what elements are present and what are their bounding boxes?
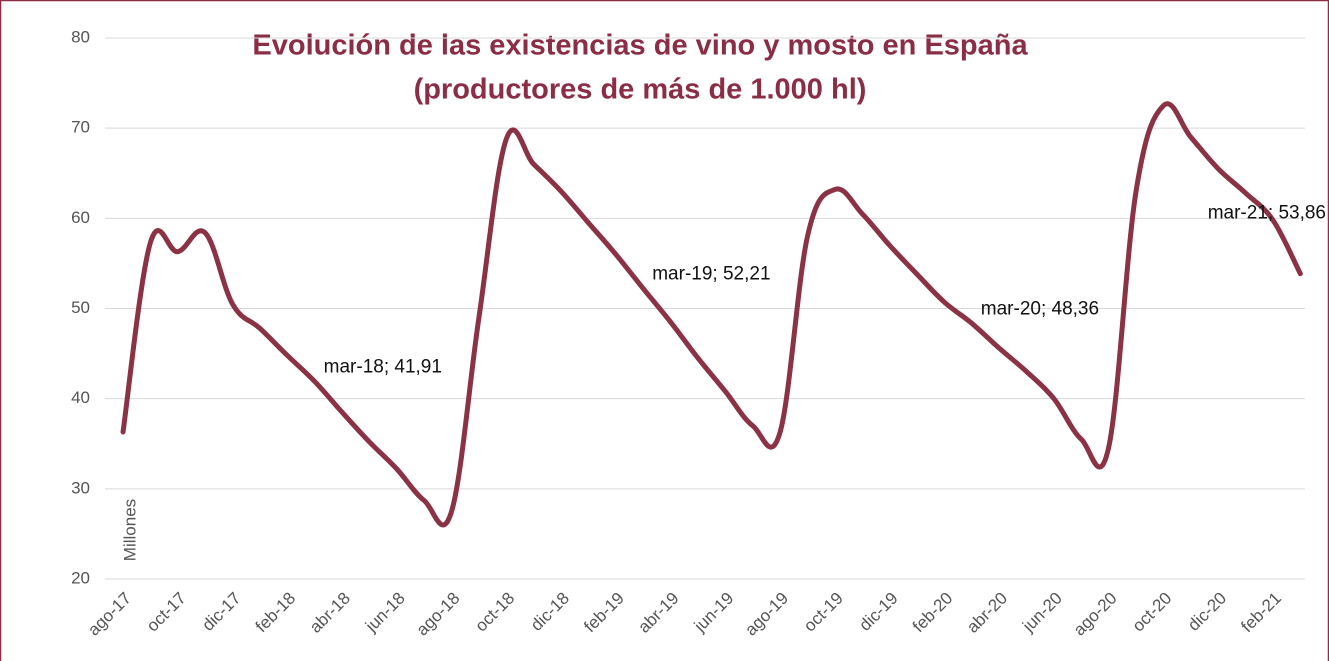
x-tick-label: ago-19: [741, 589, 792, 640]
y-tick-label: 40: [71, 388, 90, 407]
x-tick-label: abr-18: [306, 589, 354, 637]
y-tick-label: 50: [71, 298, 90, 317]
x-tick-label: ago-20: [1070, 589, 1121, 640]
x-tick-label: jun-19: [690, 589, 738, 637]
y-tick-label: 30: [71, 478, 90, 497]
data-label: mar-21; 53,86: [1208, 203, 1326, 224]
x-tick-label: oct-17: [143, 589, 190, 636]
x-tick-label: feb-20: [909, 589, 957, 637]
x-tick-label: dic-19: [855, 589, 901, 635]
x-tick-label: feb-19: [580, 589, 628, 637]
y-axis-label: Millones: [120, 499, 139, 561]
x-tick-label: jun-18: [361, 589, 409, 637]
x-tick-label: oct-19: [800, 589, 847, 636]
x-tick-label: abr-20: [963, 589, 1011, 637]
data-label: mar-19; 52,21: [652, 264, 770, 285]
x-tick-label: ago-17: [84, 589, 135, 640]
y-tick-label: 70: [71, 118, 90, 137]
x-tick-label: abr-19: [634, 589, 682, 637]
x-tick-label: dic-18: [527, 589, 573, 635]
y-tick-label: 60: [71, 208, 90, 227]
x-tick-label: oct-18: [471, 589, 518, 636]
chart-subtitle: (productores de más de 1.000 hl): [414, 74, 867, 106]
data-label: mar-18; 41,91: [324, 356, 442, 377]
x-tick-label: ago-18: [413, 589, 464, 640]
x-tick-label: feb-21: [1237, 589, 1285, 637]
y-tick-label: 20: [71, 568, 90, 587]
y-tick-label: 80: [71, 27, 90, 46]
line: [120, 101, 1303, 528]
x-tick-label: dic-20: [1184, 589, 1230, 635]
x-tick-label: feb-18: [252, 589, 300, 637]
data-label: mar-20; 48,36: [981, 298, 1099, 319]
x-tick-label: oct-20: [1129, 589, 1176, 636]
x-tick-label: jun-20: [1018, 589, 1066, 637]
x-tick-label: dic-17: [198, 589, 244, 635]
chart-title: Evolución de las existencias de vino y m…: [252, 30, 1028, 62]
